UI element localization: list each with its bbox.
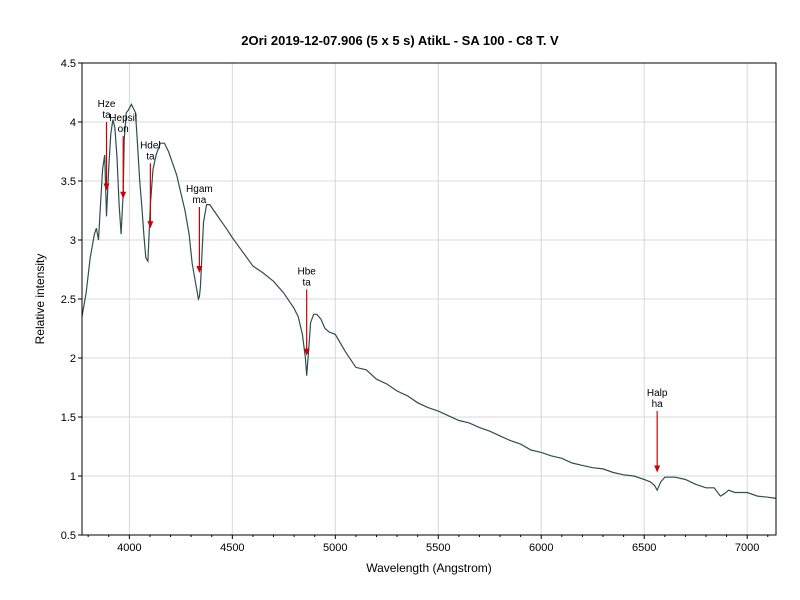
- annotation-label: Hepsil: [109, 113, 137, 124]
- chart-title: 2Ori 2019-12-07.906 (5 x 5 s) AtikL - SA…: [241, 33, 559, 48]
- y-tick-label: 2: [70, 353, 76, 365]
- y-tick-label: 4.5: [61, 58, 76, 70]
- annotation-arrow-head: [147, 221, 154, 229]
- y-tick-label: 0.5: [61, 530, 76, 542]
- y-tick-label: 2.5: [61, 294, 76, 306]
- annotation-arrow-head: [303, 348, 310, 356]
- annotation-label: Hze: [98, 99, 116, 110]
- y-tick-label: 3: [70, 235, 76, 247]
- annotation-arrow-head: [120, 191, 127, 199]
- plot-frame: [81, 62, 777, 536]
- annotation-label: Hdel: [140, 140, 161, 151]
- x-tick-label: 5000: [323, 542, 347, 554]
- x-tick-label: 4500: [220, 542, 244, 554]
- y-tick-label: 4: [70, 117, 76, 129]
- x-tick-label: 5500: [426, 542, 450, 554]
- x-axis-label: Wavelength (Angstrom): [366, 561, 492, 575]
- y-tick-label: 1.5: [61, 412, 76, 424]
- annotation-arrow-head: [103, 183, 110, 191]
- annotation-label: ma: [192, 195, 206, 206]
- y-tick-label: 3.5: [61, 176, 76, 188]
- annotation-label: ta: [146, 151, 155, 162]
- tick-labels: 4000 4500 5000 5500 6000 6500 7000 0.5 1 1.5 2 2.5 3…: [61, 58, 769, 554]
- x-tick-label: 4000: [117, 542, 141, 554]
- annotation-label: ha: [652, 399, 664, 410]
- annotation-label: on: [118, 124, 129, 135]
- annotation-label: Hgam: [186, 184, 213, 195]
- x-tick-label: 6500: [632, 542, 656, 554]
- annotation-arrow-head: [196, 266, 203, 274]
- spectrum-line-group: [81, 102, 777, 499]
- annotation-label: ta: [102, 110, 111, 121]
- x-tick-label: 7000: [735, 542, 759, 554]
- annotation-label: ta: [303, 278, 312, 289]
- y-axis-label: Relative intensity: [33, 254, 47, 345]
- x-tick-label: 6000: [529, 542, 553, 554]
- annotation-arrow-head: [654, 465, 661, 473]
- grid-lines: [82, 63, 776, 535]
- y-tick-label: 1: [70, 471, 76, 483]
- spectrum-line: [81, 102, 777, 499]
- annotation-label: Hbe: [297, 267, 316, 278]
- annotation-label: Halp: [647, 388, 668, 399]
